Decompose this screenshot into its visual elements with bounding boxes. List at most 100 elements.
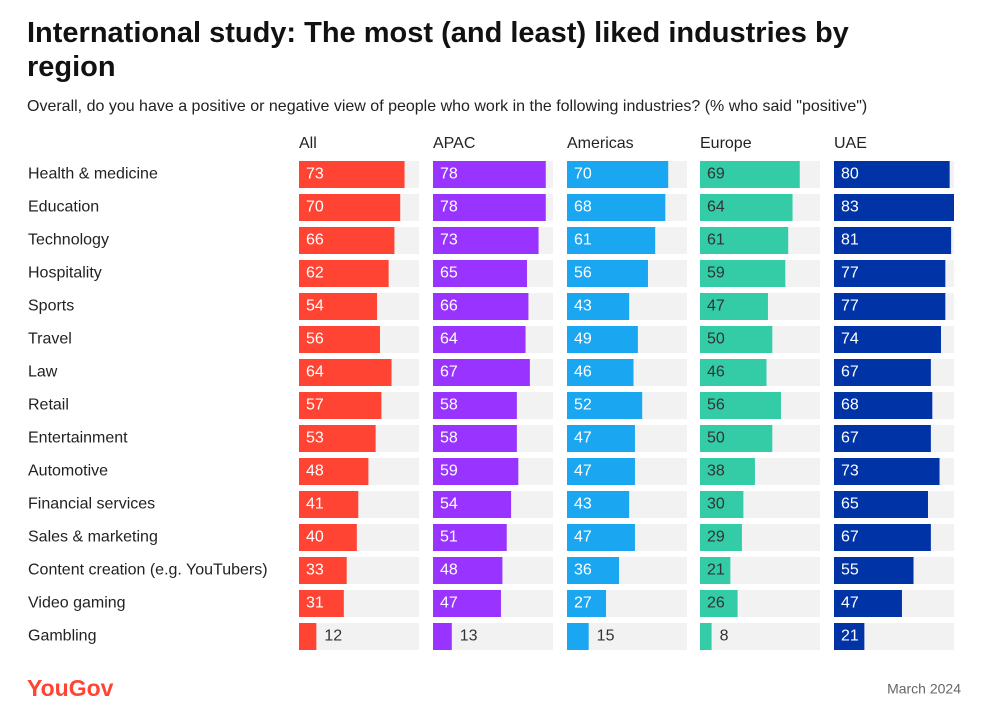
value-label: 48 xyxy=(306,463,324,480)
bar xyxy=(834,392,933,419)
category-label: Hospitality xyxy=(28,265,102,282)
value-label: 12 xyxy=(324,628,342,645)
value-label: 33 xyxy=(306,562,324,579)
value-label: 61 xyxy=(707,232,725,249)
value-label: 38 xyxy=(707,463,725,480)
bar xyxy=(567,194,666,221)
bar xyxy=(433,392,517,419)
bar xyxy=(834,194,954,221)
bar xyxy=(700,590,738,617)
value-label: 66 xyxy=(306,232,324,249)
value-label: 62 xyxy=(306,265,324,282)
value-label: 59 xyxy=(440,463,458,480)
value-label: 77 xyxy=(841,298,859,315)
value-label: 67 xyxy=(841,430,859,447)
value-label: 43 xyxy=(574,496,592,513)
value-label: 81 xyxy=(841,232,859,249)
value-label: 31 xyxy=(306,595,324,612)
value-label: 67 xyxy=(440,364,458,381)
bar-track xyxy=(433,623,553,650)
bar xyxy=(433,557,503,584)
value-label: 68 xyxy=(574,199,592,216)
bar xyxy=(834,260,946,287)
bar-track xyxy=(299,623,419,650)
bar xyxy=(700,623,712,650)
value-label: 66 xyxy=(440,298,458,315)
panel-header: APAC xyxy=(433,135,475,152)
bar xyxy=(299,392,382,419)
value-label: 65 xyxy=(841,496,859,513)
value-label: 55 xyxy=(841,562,859,579)
bar xyxy=(433,161,546,188)
value-label: 40 xyxy=(306,529,324,546)
value-label: 21 xyxy=(707,562,725,579)
category-label: Content creation (e.g. YouTubers) xyxy=(28,562,268,579)
value-label: 47 xyxy=(841,595,859,612)
bar xyxy=(834,623,865,650)
value-label: 27 xyxy=(574,595,592,612)
bar xyxy=(567,326,638,353)
bar xyxy=(834,425,931,452)
bar xyxy=(700,227,789,254)
bar xyxy=(299,557,347,584)
bar xyxy=(834,326,941,353)
bar xyxy=(567,227,656,254)
value-label: 54 xyxy=(306,298,324,315)
value-label: 73 xyxy=(306,166,324,183)
bar xyxy=(700,326,773,353)
bar xyxy=(834,293,946,320)
value-label: 56 xyxy=(306,331,324,348)
panel-header: All xyxy=(299,135,317,152)
value-label: 50 xyxy=(707,331,725,348)
bar xyxy=(567,557,620,584)
value-label: 83 xyxy=(841,199,859,216)
value-label: 41 xyxy=(306,496,324,513)
category-label: Entertainment xyxy=(28,430,128,447)
value-label: 47 xyxy=(707,298,725,315)
bar xyxy=(299,293,378,320)
bar xyxy=(834,524,931,551)
value-label: 29 xyxy=(707,529,725,546)
bar xyxy=(299,194,401,221)
value-label: 13 xyxy=(460,628,478,645)
value-label: 73 xyxy=(841,463,859,480)
bar xyxy=(700,524,742,551)
value-label: 50 xyxy=(707,430,725,447)
bar xyxy=(700,425,773,452)
bar xyxy=(433,491,512,518)
bar xyxy=(567,590,607,617)
bar xyxy=(700,458,755,485)
value-label: 61 xyxy=(574,232,592,249)
bar xyxy=(567,392,643,419)
value-label: 47 xyxy=(440,595,458,612)
date: March 2024 xyxy=(887,681,961,697)
value-label: 80 xyxy=(841,166,859,183)
value-label: 69 xyxy=(707,166,725,183)
chart-subtitle: Overall, do you have a positive or negat… xyxy=(27,98,868,115)
bar xyxy=(299,326,380,353)
bar xyxy=(567,161,669,188)
bar xyxy=(700,161,800,188)
value-label: 58 xyxy=(440,397,458,414)
value-label: 47 xyxy=(574,430,592,447)
bar xyxy=(700,194,793,221)
value-label: 46 xyxy=(574,364,592,381)
value-label: 43 xyxy=(574,298,592,315)
bar xyxy=(567,524,635,551)
chart-title: International study: The most (and least… xyxy=(27,17,849,83)
category-label: Law xyxy=(28,364,58,381)
bar xyxy=(567,425,635,452)
bar xyxy=(834,491,928,518)
category-label: Technology xyxy=(28,232,109,249)
value-label: 64 xyxy=(440,331,458,348)
category-label: Automotive xyxy=(28,463,108,480)
bar xyxy=(834,227,952,254)
bar xyxy=(433,260,527,287)
bar xyxy=(299,260,389,287)
value-label: 53 xyxy=(306,430,324,447)
category-label: Sports xyxy=(28,298,74,315)
value-label: 64 xyxy=(306,364,324,381)
value-label: 74 xyxy=(841,331,859,348)
